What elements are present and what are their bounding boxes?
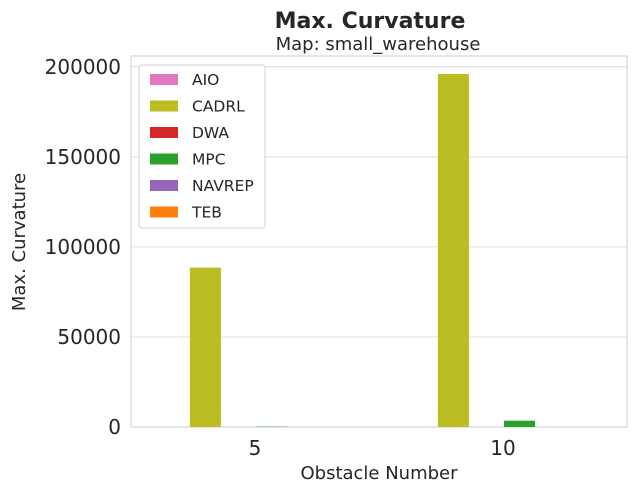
- x-axis-label: Obstacle Number: [300, 463, 458, 484]
- y-tick-label: 200000: [45, 55, 121, 79]
- y-tick-label: 150000: [45, 145, 121, 169]
- y-tick-labels: 0 50000 100000 150000 200000: [45, 55, 121, 439]
- chart-title: Max. Curvature: [275, 9, 466, 34]
- x-tick-label: 5: [249, 436, 262, 460]
- legend-swatch-teb: [150, 206, 178, 218]
- bar-cadrl-5: [189, 267, 221, 427]
- legend-label-navrep: NAVREP: [192, 177, 254, 195]
- y-tick-label: 50000: [57, 325, 121, 349]
- legend-label-teb: TEB: [191, 204, 222, 222]
- legend-label-aio: AIO: [192, 71, 219, 89]
- legend-swatch-dwa: [150, 127, 178, 138]
- legend: AIO CADRL DWA MPC NAVREP TEB: [138, 64, 266, 229]
- bars: [189, 74, 536, 428]
- legend-label-dwa: DWA: [192, 124, 229, 142]
- x-tick-label: 10: [490, 436, 515, 460]
- y-tick-label: 0: [108, 415, 121, 439]
- y-tick-label: 100000: [45, 235, 121, 259]
- bar-cadrl-10: [437, 74, 469, 428]
- y-axis-label: Max. Curvature: [9, 173, 30, 311]
- legend-swatch-aio: [150, 74, 178, 85]
- legend-label-cadrl: CADRL: [192, 98, 245, 116]
- chart-subtitle: Map: small_warehouse: [276, 34, 481, 55]
- x-tick-labels: 5 10: [249, 436, 516, 460]
- bar-mpc-10: [504, 420, 536, 427]
- legend-swatch-navrep: [150, 180, 178, 191]
- plot-frame: [130, 55, 628, 428]
- legend-swatch-mpc: [150, 153, 178, 165]
- legend-swatch-cadrl: [150, 100, 178, 112]
- legend-label-mpc: MPC: [192, 151, 226, 169]
